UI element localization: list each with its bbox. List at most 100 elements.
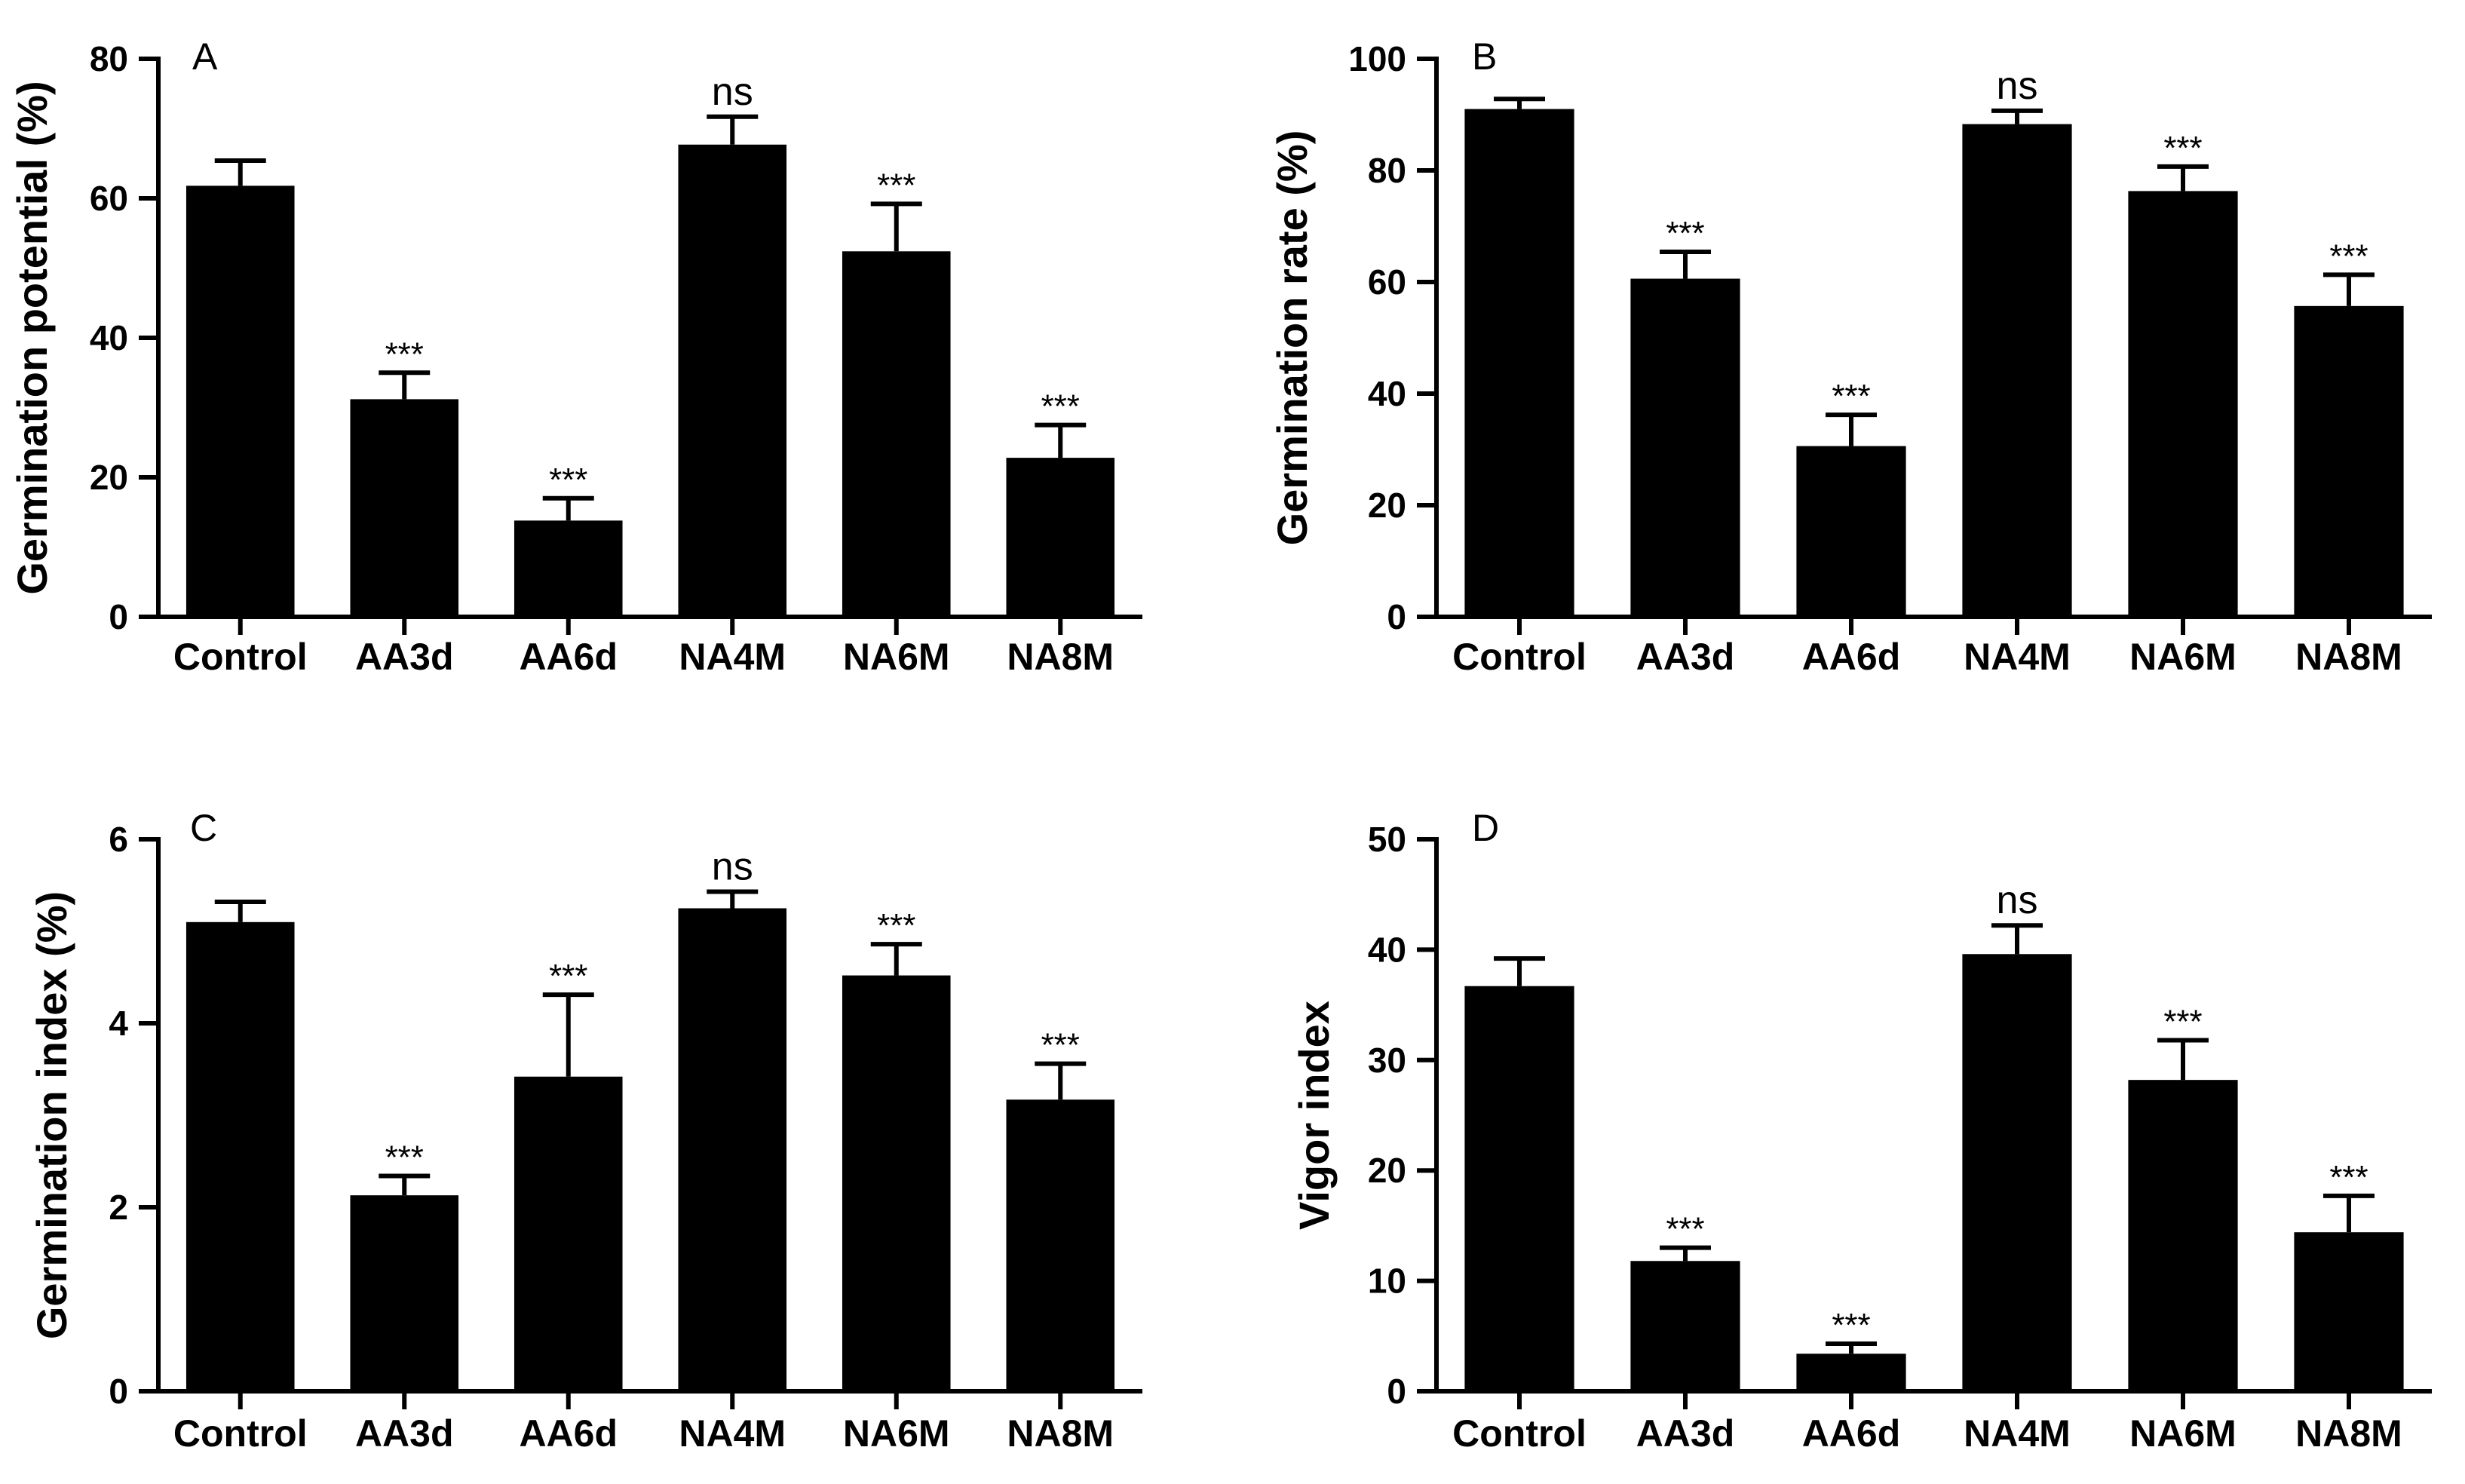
y-tick-label: 10	[1368, 1262, 1406, 1301]
significance-label: ***	[877, 167, 915, 204]
significance-label: ***	[1666, 1211, 1704, 1248]
significance-label: ***	[385, 1139, 424, 1176]
significance-label: ns	[712, 70, 753, 114]
significance-label: ***	[2163, 1003, 2202, 1040]
y-tick-label: 20	[1368, 486, 1406, 525]
y-tick-label: 100	[1348, 39, 1406, 78]
panel-a: Control *** AA3d *** AA6d ns NA4M *** NA6M *** NA8…	[8, 35, 1142, 678]
significance-label: ***	[2163, 130, 2202, 167]
panel-c: Control *** AA3d *** AA6d ns NA4M *** NA6M *** NA8…	[28, 807, 1142, 1455]
y-tick-label: 40	[90, 318, 128, 357]
bar-na4m	[1962, 954, 2072, 1391]
panel-letter: C	[190, 807, 217, 849]
category-label: Control	[1452, 1412, 1587, 1455]
category-label: NA4M	[679, 636, 786, 678]
significance-label: ***	[549, 461, 587, 498]
category-label: AA3d	[355, 636, 454, 678]
significance-label: ***	[2329, 1159, 2368, 1196]
y-tick-label: 2	[109, 1188, 128, 1227]
y-tick-label: 50	[1368, 820, 1406, 859]
significance-label: ***	[1041, 1027, 1080, 1064]
bar-aa3d	[1630, 278, 1740, 617]
category-label: NA4M	[679, 1412, 786, 1455]
panel-letter: B	[1472, 35, 1497, 78]
bar-aa6d	[514, 520, 623, 617]
category-label: NA8M	[2295, 1412, 2402, 1455]
category-label: AA6d	[1802, 636, 1901, 678]
category-label: NA4M	[1964, 636, 2071, 678]
bar-na6m	[2128, 191, 2238, 617]
significance-label: ***	[549, 958, 587, 995]
bar-aa3d	[350, 399, 459, 617]
y-tick-label: 0	[109, 1372, 128, 1411]
panel-d: Control *** AA3d *** AA6d ns NA4M *** NA6M *** NA8…	[1290, 807, 2432, 1455]
panel-letter: D	[1472, 807, 1499, 849]
category-label: NA8M	[1007, 1412, 1114, 1455]
bar-na8m	[2294, 305, 2404, 617]
bar-na6m	[2128, 1080, 2238, 1391]
y-axis-title: Vigor index	[1290, 1001, 1338, 1230]
category-label: AA6d	[519, 636, 618, 678]
category-label: AA6d	[1802, 1412, 1901, 1455]
bar-na8m	[2294, 1232, 2404, 1391]
y-tick-label: 60	[90, 179, 128, 218]
y-axis-title: Germination index (%)	[28, 891, 75, 1339]
bar-na8m	[1006, 1099, 1115, 1391]
bar-control	[1464, 109, 1574, 618]
y-tick-label: 80	[1368, 151, 1406, 190]
category-label: Control	[173, 636, 308, 678]
y-tick-label: 30	[1368, 1041, 1406, 1080]
category-label: Control	[1452, 636, 1587, 678]
y-axis-title: Germination rate (%)	[1268, 130, 1316, 546]
category-label: NA6M	[843, 1412, 950, 1455]
y-axis-title: Germination potential (%)	[8, 81, 56, 594]
bar-na6m	[842, 251, 951, 617]
y-tick-label: 0	[109, 597, 128, 636]
category-label: NA6M	[2129, 636, 2237, 678]
category-label: AA6d	[519, 1412, 618, 1455]
y-tick-label: 0	[1387, 1372, 1406, 1411]
bar-aa3d	[350, 1195, 459, 1391]
category-label: AA3d	[355, 1412, 454, 1455]
significance-label: ***	[1666, 215, 1704, 252]
category-label: AA3d	[1636, 1412, 1735, 1455]
bar-na8m	[1006, 458, 1115, 617]
y-tick-label: 4	[109, 1004, 128, 1043]
y-tick-label: 20	[90, 458, 128, 497]
significance-label: ***	[385, 336, 424, 373]
bar-control	[1464, 986, 1574, 1391]
bar-control	[185, 921, 295, 1391]
y-tick-label: 80	[90, 39, 128, 78]
bar-na4m	[1962, 124, 2072, 617]
y-tick-label: 40	[1368, 374, 1406, 413]
category-label: NA6M	[843, 636, 950, 678]
significance-label: ***	[1832, 1307, 1870, 1344]
significance-label: ***	[877, 907, 915, 944]
bar-aa3d	[1630, 1261, 1740, 1391]
bar-na4m	[678, 144, 787, 617]
bar-aa6d	[1796, 446, 1906, 617]
significance-label: ns	[1997, 878, 2038, 922]
significance-label: ***	[1832, 378, 1870, 415]
category-label: AA3d	[1636, 636, 1735, 678]
y-tick-label: 40	[1368, 930, 1406, 969]
significance-label: ns	[712, 845, 753, 889]
bar-na6m	[842, 975, 951, 1391]
category-label: NA8M	[2295, 636, 2402, 678]
bar-aa6d	[514, 1076, 623, 1391]
category-label: NA4M	[1964, 1412, 2071, 1455]
bar-na4m	[678, 908, 787, 1391]
panel-b: Control *** AA3d *** AA6d ns NA4M *** NA6M *** NA8…	[1268, 35, 2432, 678]
significance-label: ns	[1997, 64, 2038, 108]
y-tick-label: 0	[1387, 597, 1406, 636]
category-label: NA8M	[1007, 636, 1114, 678]
category-label: NA6M	[2129, 1412, 2237, 1455]
bar-aa6d	[1796, 1354, 1906, 1391]
significance-label: ***	[1041, 388, 1080, 425]
category-label: Control	[173, 1412, 308, 1455]
y-tick-label: 6	[109, 820, 128, 859]
significance-label: ***	[2329, 238, 2368, 274]
y-tick-label: 20	[1368, 1151, 1406, 1190]
panel-letter: A	[192, 35, 218, 78]
